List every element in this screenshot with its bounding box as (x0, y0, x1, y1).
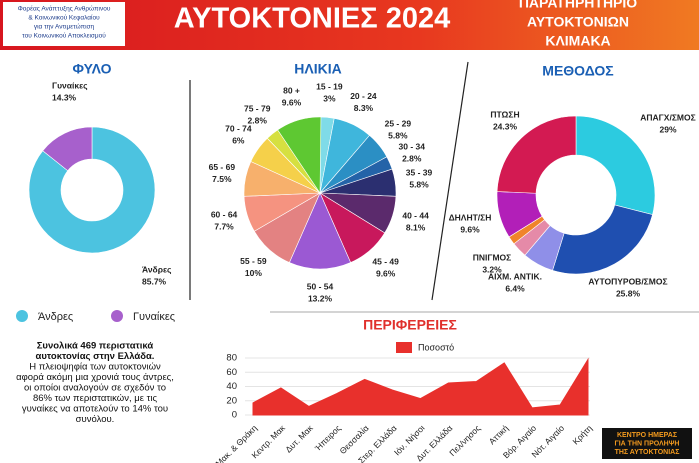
slice-value-label: 10% (245, 268, 262, 278)
header-subtitle: ΠΑΡΑΤΗΡΗΤΗΡΙΟ (519, 0, 637, 11)
y-tick-label: 0 (232, 410, 237, 421)
slice-label: 75 - 79 (244, 103, 271, 113)
slice (552, 204, 653, 275)
legend-marker (396, 342, 412, 353)
slice-label: 25 - 29 (385, 118, 412, 128)
slice (42, 126, 93, 172)
slice-value-label: 6% (232, 135, 245, 145)
legend-label: Γυναίκες (133, 311, 175, 323)
slice-label: ΠΤΩΣΗ (490, 109, 519, 119)
slice-label: Άνδρες (142, 264, 172, 274)
slice-label: 20 - 24 (350, 91, 377, 101)
slice-label: 55 - 59 (240, 256, 267, 266)
slice-value-label: 8.3% (354, 103, 374, 113)
slice (28, 126, 156, 254)
logo-box (3, 2, 125, 46)
logo-text: Φορέας Ανάπτυξης Ανθρώπινου (18, 5, 111, 13)
x-tick-label: Αν. Μακ. & Θράκη (203, 423, 259, 463)
logo-text: για την Αντιμετώπιση (34, 23, 95, 31)
badge-text: ΤΗΣ ΑΥΤΟΚΤΟΝΙΑΣ (615, 449, 680, 456)
header-title: ΑΥΤΟΚΤΟΝΙΕΣ 2024 (174, 3, 450, 35)
x-tick-label: Δυτ. Μακ (283, 422, 315, 454)
slice-label: 50 - 54 (307, 281, 334, 291)
chart-title: ΜΕΘΟΔΟΣ (542, 63, 613, 79)
slice-value-label: 13.2% (308, 293, 333, 303)
divider (431, 61, 469, 301)
slice-label: Γυναίκες (52, 80, 88, 90)
header-subtitle: ΑΥΤΟΚΤΟΝΙΩΝ (527, 14, 629, 30)
chart-title: ΦΥΛΟ (72, 61, 111, 77)
slice-label: ΔΗΛΗΤ/ΣΗ (449, 212, 492, 222)
slice-value-label: 3.2% (482, 264, 502, 274)
summary-text: συνόλου. (76, 414, 115, 425)
y-tick-label: 60 (226, 367, 237, 378)
slice-label: 60 - 64 (211, 209, 238, 219)
slice-value-label: 29% (659, 124, 676, 134)
y-tick-label: 40 (226, 381, 237, 392)
badge-text: ΚΕΝΤΡΟ ΗΜΕΡΑΣ (617, 432, 677, 439)
y-tick-label: 80 (226, 353, 237, 364)
logo-text: & Κοινωνικού Κεφαλαίου (28, 14, 100, 22)
y-tick-label: 20 (226, 395, 237, 406)
summary-text: γυναίκες να αποτελούν το 14% του (22, 404, 168, 415)
summary-text: Η πλειοψηφία των αυτοκτονιών (29, 362, 161, 373)
summary-text: οι οποίοι αναλογούν σε σχεδόν το (24, 383, 166, 394)
slice (277, 116, 322, 194)
slice-label: 65 - 69 (209, 162, 236, 172)
slice-label: 15 - 19 (316, 82, 343, 92)
slice-value-label: 9.6% (460, 224, 480, 234)
slice-label: 30 - 34 (399, 142, 426, 152)
slice-label: 80 + (283, 85, 300, 95)
slice-value-label: 2.8% (248, 115, 268, 125)
summary-text: 86% των περιστατικών, με τις (33, 393, 158, 404)
legend-label: Ποσοστό (418, 342, 454, 352)
slice-value-label: 24.3% (493, 121, 518, 131)
badge (602, 428, 692, 459)
slice-value-label: 14.3% (52, 92, 77, 102)
summary-text: αφορά ακόμη μια χρονιά τους άντρες, (16, 372, 174, 383)
area (252, 357, 589, 416)
slice-label: ΑΥΤΟΠΥΡΟΒ/ΣΜΟΣ (588, 276, 667, 286)
slice-value-label: 6.4% (505, 283, 525, 293)
slice-value-label: 7.5% (212, 174, 232, 184)
slice (288, 192, 352, 270)
slice-value-label: 5.8% (409, 179, 429, 189)
slice-label: 70 - 74 (225, 123, 252, 133)
slice-label: ΠΝΙΓΜΟΣ (473, 252, 512, 262)
slice-label: ΑΠΑΓΧ/ΣΜΟΣ (640, 112, 695, 122)
legend-label: Άνδρες (38, 311, 73, 323)
logo-text: του Κοινωνικού Αποκλεισμού (22, 32, 106, 40)
slice (496, 115, 577, 194)
slice-label: 40 - 44 (402, 211, 429, 221)
header-subtitle: ΚΛΙΜΑΚΑ (545, 33, 610, 49)
summary-text: Συνολικά 469 περιστατικά (37, 341, 154, 352)
chart-title: ΗΛΙΚΙΑ (294, 61, 341, 77)
slice-label: 35 - 39 (406, 167, 433, 177)
slice-value-label: 25.8% (616, 288, 641, 298)
slice-value-label: 3% (323, 94, 336, 104)
x-tick-label: Αττική (487, 423, 511, 447)
badge-text: ΓΙΑ ΤΗΝ ΠΡΟΛΗΨΗ (615, 440, 680, 447)
slice-value-label: 5.8% (388, 130, 408, 140)
chart-title: ΠΕΡΙΦΕΡΕΙΕΣ (363, 317, 457, 333)
slice-value-label: 85.7% (142, 276, 167, 286)
slice-value-label: 9.6% (282, 97, 302, 107)
slice-label: 45 - 49 (372, 257, 399, 267)
slice-value-label: 8.1% (406, 223, 426, 233)
slice (575, 115, 656, 216)
legend-marker (16, 310, 28, 322)
slice-value-label: 7.7% (214, 221, 234, 231)
x-tick-label: Κρήτη (570, 423, 594, 447)
summary-text: αυτοκτονίας στην Ελλάδα. (36, 351, 155, 362)
slice-value-label: 2.8% (402, 154, 422, 164)
slice-label: ΑΙΧΜ. ΑΝΤΙΚ. (488, 271, 542, 281)
legend-marker (111, 310, 123, 322)
slice-value-label: 9.6% (376, 269, 396, 279)
